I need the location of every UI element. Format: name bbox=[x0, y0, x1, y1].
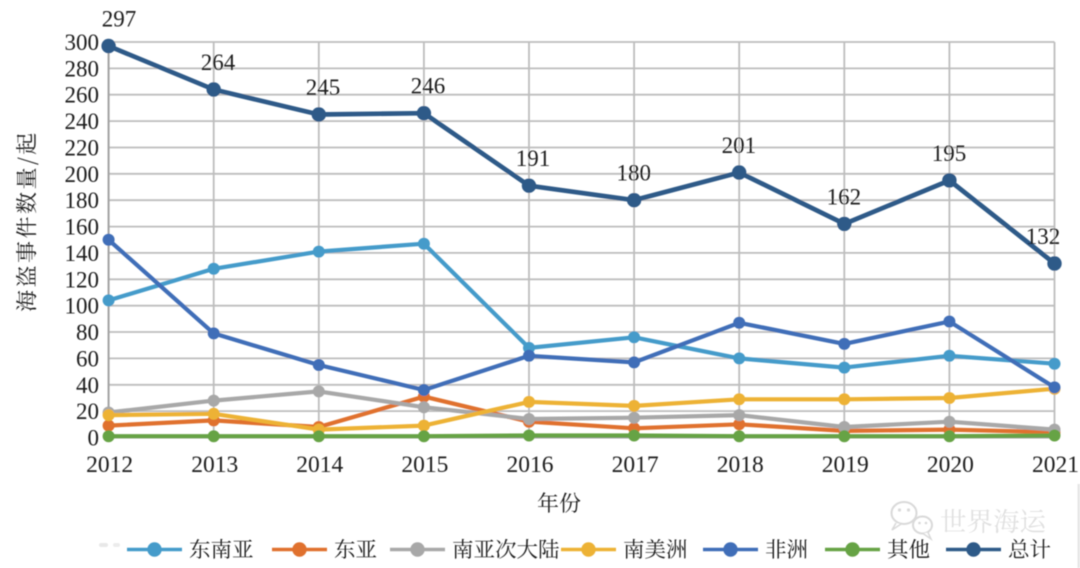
svg-text:60: 60 bbox=[76, 346, 99, 371]
svg-text:2015: 2015 bbox=[401, 452, 448, 478]
svg-text:2021: 2021 bbox=[1032, 452, 1079, 478]
svg-text:100: 100 bbox=[65, 294, 100, 319]
svg-text:297: 297 bbox=[102, 7, 137, 32]
svg-text:160: 160 bbox=[65, 215, 100, 240]
svg-text:180: 180 bbox=[65, 188, 100, 213]
svg-text:162: 162 bbox=[827, 184, 862, 209]
svg-text:264: 264 bbox=[201, 50, 236, 75]
svg-text:0: 0 bbox=[88, 426, 100, 451]
svg-text:245: 245 bbox=[306, 75, 341, 100]
svg-text:191: 191 bbox=[516, 146, 551, 171]
svg-text:240: 240 bbox=[65, 109, 100, 134]
svg-text:2016: 2016 bbox=[507, 452, 554, 478]
svg-text:200: 200 bbox=[65, 162, 100, 187]
svg-text:260: 260 bbox=[65, 83, 100, 108]
svg-text:195: 195 bbox=[932, 141, 967, 166]
svg-text:132: 132 bbox=[1026, 224, 1061, 249]
svg-text:246: 246 bbox=[411, 74, 446, 99]
svg-text:220: 220 bbox=[65, 136, 100, 161]
svg-text:140: 140 bbox=[65, 241, 100, 266]
svg-text:20: 20 bbox=[76, 399, 99, 424]
svg-text:2013: 2013 bbox=[191, 452, 238, 478]
svg-text:2017: 2017 bbox=[612, 452, 659, 478]
svg-text:120: 120 bbox=[65, 267, 100, 292]
svg-text:80: 80 bbox=[76, 320, 99, 345]
svg-text:180: 180 bbox=[616, 161, 651, 186]
svg-text:2019: 2019 bbox=[822, 452, 869, 478]
svg-text:2014: 2014 bbox=[296, 452, 343, 478]
svg-text:2018: 2018 bbox=[717, 452, 764, 478]
svg-text:2020: 2020 bbox=[927, 452, 974, 478]
svg-text:201: 201 bbox=[722, 133, 757, 158]
svg-text:300: 300 bbox=[65, 30, 100, 55]
svg-text:2012: 2012 bbox=[86, 452, 133, 478]
svg-text:40: 40 bbox=[76, 373, 99, 398]
svg-text:280: 280 bbox=[65, 56, 100, 81]
